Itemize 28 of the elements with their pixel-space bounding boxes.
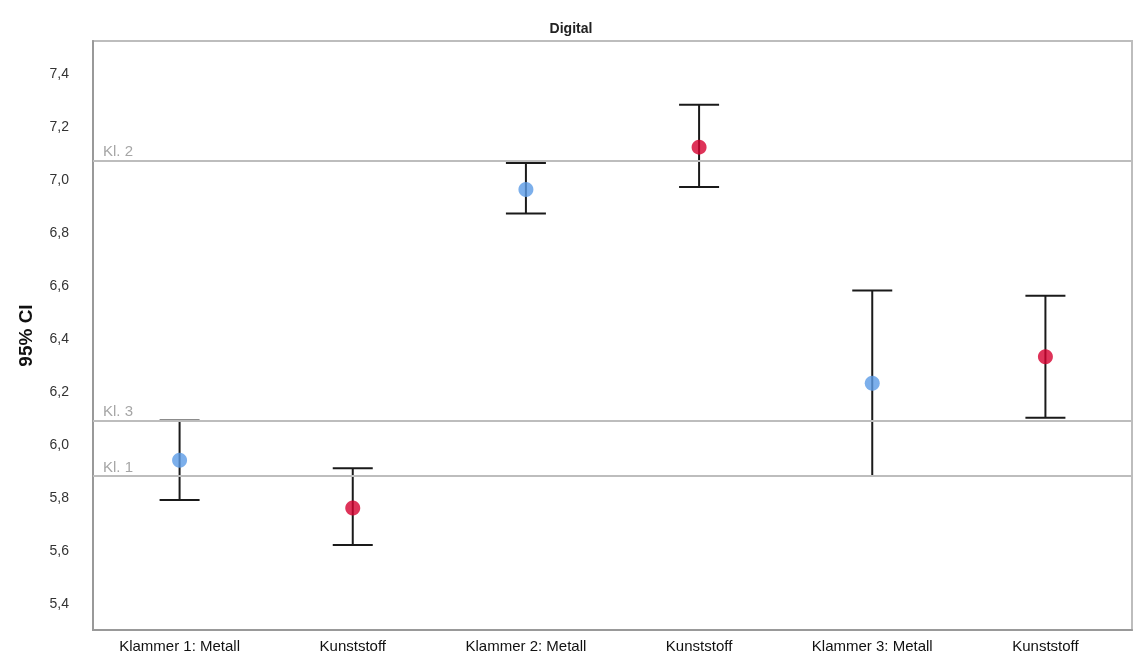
ref-line-label: Kl. 1 xyxy=(103,458,134,476)
point xyxy=(345,500,361,516)
x-tick-label: Kunststoff xyxy=(665,637,734,654)
y-axis-title: 95% CI xyxy=(15,304,36,367)
x-tick-label: Klammer 2: Metall xyxy=(465,637,587,654)
y-tick-label: 7,2 xyxy=(49,117,70,134)
y-tick-label: 5,8 xyxy=(49,489,70,506)
chart-title: Digital xyxy=(549,20,593,36)
y-tick-label: 7,0 xyxy=(49,170,70,187)
point xyxy=(1037,349,1053,365)
y-tick-label: 6,4 xyxy=(49,330,70,347)
y-tick-label: 6,6 xyxy=(49,277,70,294)
y-tick-label: 5,4 xyxy=(49,595,70,612)
y-tick-label: 6,0 xyxy=(49,436,70,453)
x-tick-label: Kunststoff xyxy=(319,637,387,654)
point xyxy=(518,182,534,198)
point xyxy=(172,452,188,468)
ref-line-label: Kl. 3 xyxy=(103,402,134,420)
y-tick-label: 6,2 xyxy=(49,383,70,400)
x-tick-label: Klammer 3: Metall xyxy=(811,637,933,654)
ref-line-label: Kl. 2 xyxy=(103,142,134,160)
y-tick-label: 5,6 xyxy=(49,542,70,559)
y-tick-label: 7,4 xyxy=(49,64,70,81)
point xyxy=(691,139,707,155)
x-tick-label: Klammer 1: Metall xyxy=(119,637,241,654)
x-tick-label: Kunststoff xyxy=(1012,637,1080,654)
y-tick-label: 6,8 xyxy=(49,224,70,241)
point xyxy=(864,375,880,391)
